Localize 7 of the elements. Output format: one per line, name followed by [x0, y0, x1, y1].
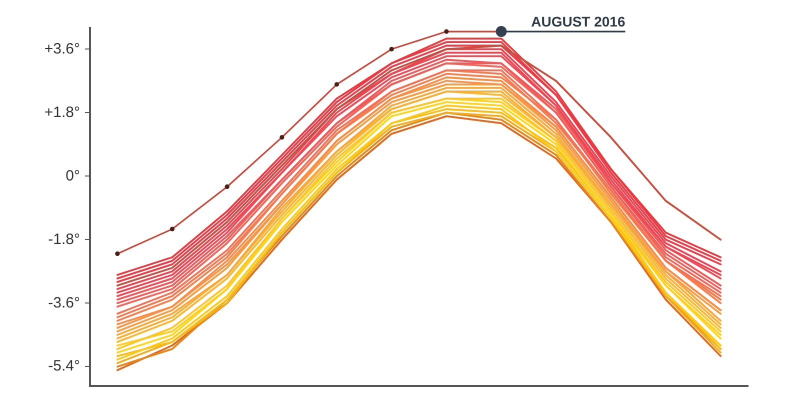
y-tick-label: -1.8° — [48, 230, 80, 248]
y-tick-label: +1.8° — [44, 104, 80, 121]
y-tick-label: -5.4° — [48, 358, 80, 375]
y-tick-label: -3.6° — [48, 294, 80, 312]
y-tick-label: 0° — [66, 167, 80, 184]
y-tick-label: +3.6° — [44, 40, 80, 58]
annotation: AUGUST 2016 — [531, 14, 626, 30]
